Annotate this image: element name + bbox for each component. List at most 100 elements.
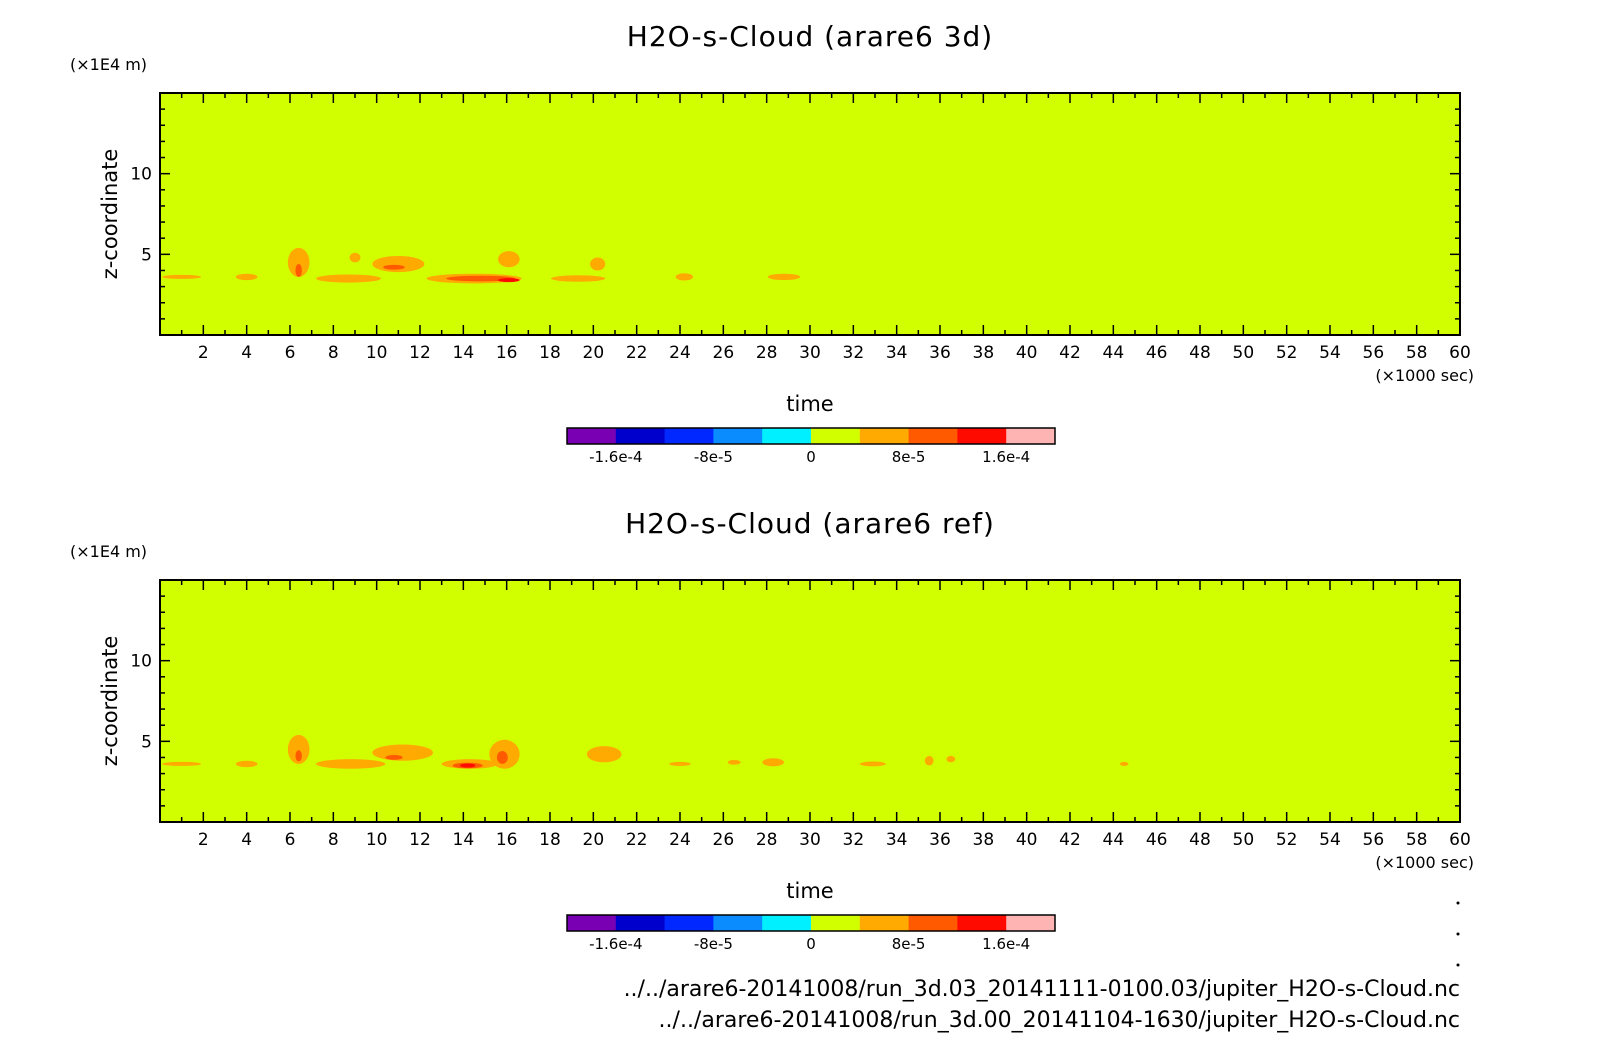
contour-patch [349,252,361,263]
contour-patch [727,759,741,765]
contour-patch [162,274,202,279]
dot-mark [1456,932,1460,936]
contour-patch [498,278,520,283]
x-tick-label: 54 [1319,343,1341,363]
colorbar-tick-label: -8e-5 [694,448,733,466]
colorbar-frame [566,427,1056,445]
colorbar-swatch [713,915,763,931]
x-tick-label: 30 [799,830,821,850]
y-tick-labels: 5 10 [130,652,152,753]
contour-patch [385,755,403,760]
colorbar-swatch [615,428,666,444]
contour-patch [295,264,302,277]
contour-patch [498,251,520,268]
contour-patch [551,275,606,282]
x-tick-label: 6 [285,830,296,850]
x-tick-label: 12 [409,830,431,850]
colorbar-swatch [762,428,812,444]
x-tick-label: 32 [843,343,865,363]
x-tick-label: 58 [1406,343,1428,363]
y-tick-label: 5 [141,732,152,752]
x-tick-label: 42 [1059,830,1081,850]
file-path-1: ../../arare6-20141008/run_3d.03_20141111… [624,977,1460,1002]
x-tick-label: 18 [539,343,561,363]
x-tick-label: 24 [669,343,691,363]
x-tick-label: 22 [626,830,648,850]
colorbar-swatch [615,915,666,931]
contour-features [162,247,801,284]
x-tick-label: 12 [409,343,431,363]
x-tick-label: 22 [626,343,648,363]
x-tick-label: 48 [1189,830,1211,850]
y-tick-label: 10 [130,165,152,185]
plot-background [160,93,1460,335]
colorbar-tick-label: 1.6e-4 [982,448,1030,466]
ticks [160,93,1460,335]
x-tick-label: 10 [366,830,388,850]
x-tick-label: 60 [1449,830,1471,850]
dot-mark [1456,963,1460,967]
colorbar-tick-label: 8e-5 [892,448,926,466]
x-tick-label: 40 [1016,830,1038,850]
contour-patch [924,755,934,766]
x-tick-label: 10 [366,343,388,363]
x-tick-label: 56 [1363,830,1385,850]
contour-patch [1119,761,1129,766]
panel-3d: H2O-s-Cloud (arare6 3d) (×1E4 m) z-coord… [70,20,1474,466]
x-tick-label: 26 [713,343,735,363]
x-tick-label: 20 [583,830,605,850]
x-tick-label: 28 [756,343,778,363]
x-tick-label: 32 [843,830,865,850]
colorbar-swatch [908,915,958,931]
x-tick-label: 4 [241,830,252,850]
x-tick-labels: 2 4 6 8 10 12 14 16 18 20 22 24 26 28 30 32 34 36 38 40 42 44… [198,343,1471,363]
x-tick-label: 2 [198,343,209,363]
x-tick-label: 8 [328,343,339,363]
colorbar-swatch [567,428,617,444]
x-tick-label: 38 [973,343,995,363]
contour-patch [162,761,202,766]
x-tick-label: 16 [496,830,518,850]
contour-patch [669,761,691,766]
contour-patch [762,758,785,767]
x-tick-label: 18 [539,830,561,850]
contour-features [162,734,1129,769]
x-tick-label: 8 [328,830,339,850]
x-tick-label: 16 [496,343,518,363]
colorbar-swatch [567,915,617,931]
contour-patch [767,273,801,281]
contour-patch [235,273,258,281]
x-tick-label: 14 [453,830,475,850]
y-axis-label: z-coordinate [98,149,122,280]
x-unit: (×1000 sec) [1375,366,1474,385]
x-tick-label: 30 [799,343,821,363]
y-unit: (×1E4 m) [70,55,147,74]
contour-patch [295,750,302,762]
panel-ref: H2O-s-Cloud (arare6 ref) (×1E4 m) z-coor… [70,507,1474,953]
colorbar: -1.6e-4 -8e-5 0 8e-5 1.6e-4 [566,914,1056,953]
file-path-2: ../../arare6-20141008/run_3d.00_20141104… [659,1008,1460,1033]
colorbar-swatch [762,915,812,931]
contour-patch [460,763,476,768]
y-axis-label: z-coordinate [98,636,122,767]
colorbar-tick-label: 8e-5 [892,935,926,953]
colorbar-tick-label: 1.6e-4 [982,935,1030,953]
contour-patch [372,744,433,761]
contour-patch [946,755,956,763]
x-tick-label: 4 [241,343,252,363]
x-tick-label: 34 [886,343,908,363]
x-tick-labels: 2 4 6 8 10 12 14 16 18 20 22 24 26 28 30 32 34 36 38 40 42 44… [198,830,1471,850]
x-tick-label: 14 [453,343,475,363]
x-tick-label: 52 [1276,343,1298,363]
y-tick-labels: 5 10 [130,165,152,266]
x-tick-label: 20 [583,343,605,363]
x-axis-label: time [786,879,833,903]
x-tick-label: 36 [929,830,951,850]
x-tick-label: 54 [1319,830,1341,850]
colorbar-swatch [713,428,763,444]
colorbar-swatch [811,915,861,931]
colorbar-swatch [859,428,910,444]
contour-patch [287,247,310,277]
contour-patch [586,746,622,763]
